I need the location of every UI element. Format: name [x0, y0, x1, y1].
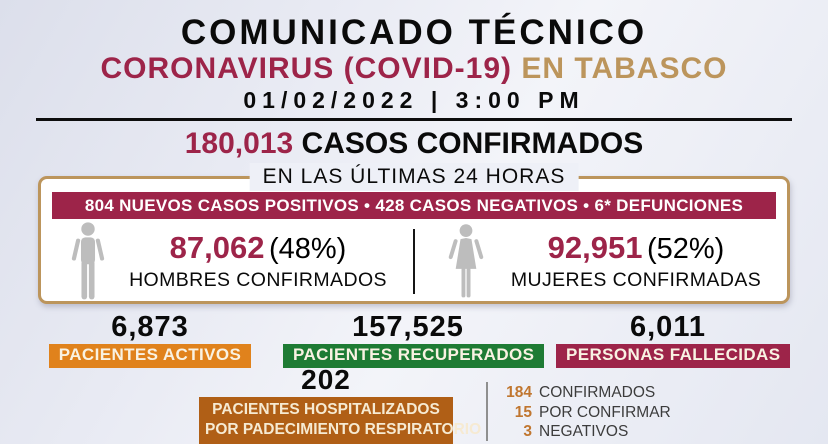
page-title: COMUNICADO TÉCNICO [180, 13, 648, 52]
stat-active-patients: 6,873 PACIENTES ACTIVOS [28, 311, 272, 368]
breakdown-row-pending: 15 POR CONFIRMAR [498, 403, 671, 423]
breakdown-label: POR CONFIRMAR [539, 403, 671, 421]
header-divider [36, 118, 792, 121]
woman-icon [441, 223, 491, 298]
stat-badge: PACIENTES ACTIVOS [48, 344, 252, 368]
hospitalized-label-line1: PACIENTES HOSPITALIZADOS [212, 401, 440, 418]
last24h-title: EN LAS ÚLTIMAS 24 HORAS [249, 163, 579, 191]
subtitle-covid: CORONAVIRUS (COVID-19) [100, 52, 512, 85]
stat-badge: PACIENTES RECUPERADOS [283, 344, 545, 368]
breakdown-row-negative: 3 NEGATIVOS [498, 422, 671, 442]
confirmed-total: 180,013 [184, 127, 294, 160]
man-icon [67, 221, 109, 300]
subtitle-region: EN TABASCO [521, 52, 728, 85]
men-text: 87,062 (48%) HOMBRES CONFIRMADOS [129, 230, 387, 292]
men-percent: (48%) [268, 232, 347, 265]
breakdown-value: 184 [506, 384, 532, 401]
gender-split: 87,062 (48%) HOMBRES CONFIRMADOS [41, 221, 787, 300]
stat-value: 6,873 [111, 311, 189, 343]
confirmed-total-line: 180,013 CASOS CONFIRMADOS [0, 127, 828, 161]
stat-deceased-persons: 6,011 PERSONAS FALLECIDAS [556, 311, 791, 368]
breakdown-label: CONFIRMADOS [539, 384, 656, 401]
breakdown-divider [486, 382, 488, 441]
stat-hospitalized: 202 PACIENTES HOSPITALIZADOS POR PADECIM… [199, 364, 481, 444]
stat-value: 6,011 [630, 311, 706, 343]
women-percent: (52%) [646, 232, 725, 265]
subtitle: CORONAVIRUS (COVID-19) EN TABASCO [0, 52, 828, 86]
stat-recovered-patients: 157,525 PACIENTES RECUPERADOS [283, 311, 545, 368]
breakdown-value: 3 [523, 423, 532, 440]
hospitalized-label-line2: POR PADECIMIENTO RESPIRATORIO [205, 420, 482, 438]
men-value: 87,062 [169, 229, 265, 265]
stat-badge: PERSONAS FALLECIDAS [556, 344, 791, 368]
hospitalized-breakdown: 184 CONFIRMADOS 15 POR CONFIRMAR 3 NEGAT… [498, 383, 671, 442]
stat-value: 157,525 [352, 311, 464, 343]
women-value-line: 92,951 (52%) [511, 230, 761, 266]
breakdown-row-confirmed: 184 CONFIRMADOS [498, 383, 671, 403]
datetime: 01/02/2022 | 3:00 PM [243, 87, 585, 113]
women-stat: 92,951 (52%) MUJERES CONFIRMADAS [415, 223, 787, 298]
confirmed-label: CASOS CONFIRMADOS [301, 127, 644, 160]
hospitalized-badge: PACIENTES HOSPITALIZADOS POR PADECIMIENT… [199, 397, 481, 444]
women-text: 92,951 (52%) MUJERES CONFIRMADAS [511, 230, 761, 292]
last24h-box: EN LAS ÚLTIMAS 24 HORAS 804 NUEVOS CASOS… [38, 163, 790, 304]
men-stat: 87,062 (48%) HOMBRES CONFIRMADOS [41, 221, 413, 300]
new-cases-banner: 804 NUEVOS CASOS POSITIVOS • 428 CASOS N… [52, 192, 776, 219]
gender-divider [413, 229, 415, 294]
breakdown-value: 15 [514, 403, 532, 421]
men-value-line: 87,062 (48%) [129, 230, 387, 266]
hospitalized-value: 202 [301, 364, 351, 395]
men-label: HOMBRES CONFIRMADOS [129, 268, 387, 291]
women-value: 92,951 [547, 229, 643, 265]
breakdown-label: NEGATIVOS [539, 423, 629, 440]
women-label: MUJERES CONFIRMADAS [510, 268, 762, 291]
